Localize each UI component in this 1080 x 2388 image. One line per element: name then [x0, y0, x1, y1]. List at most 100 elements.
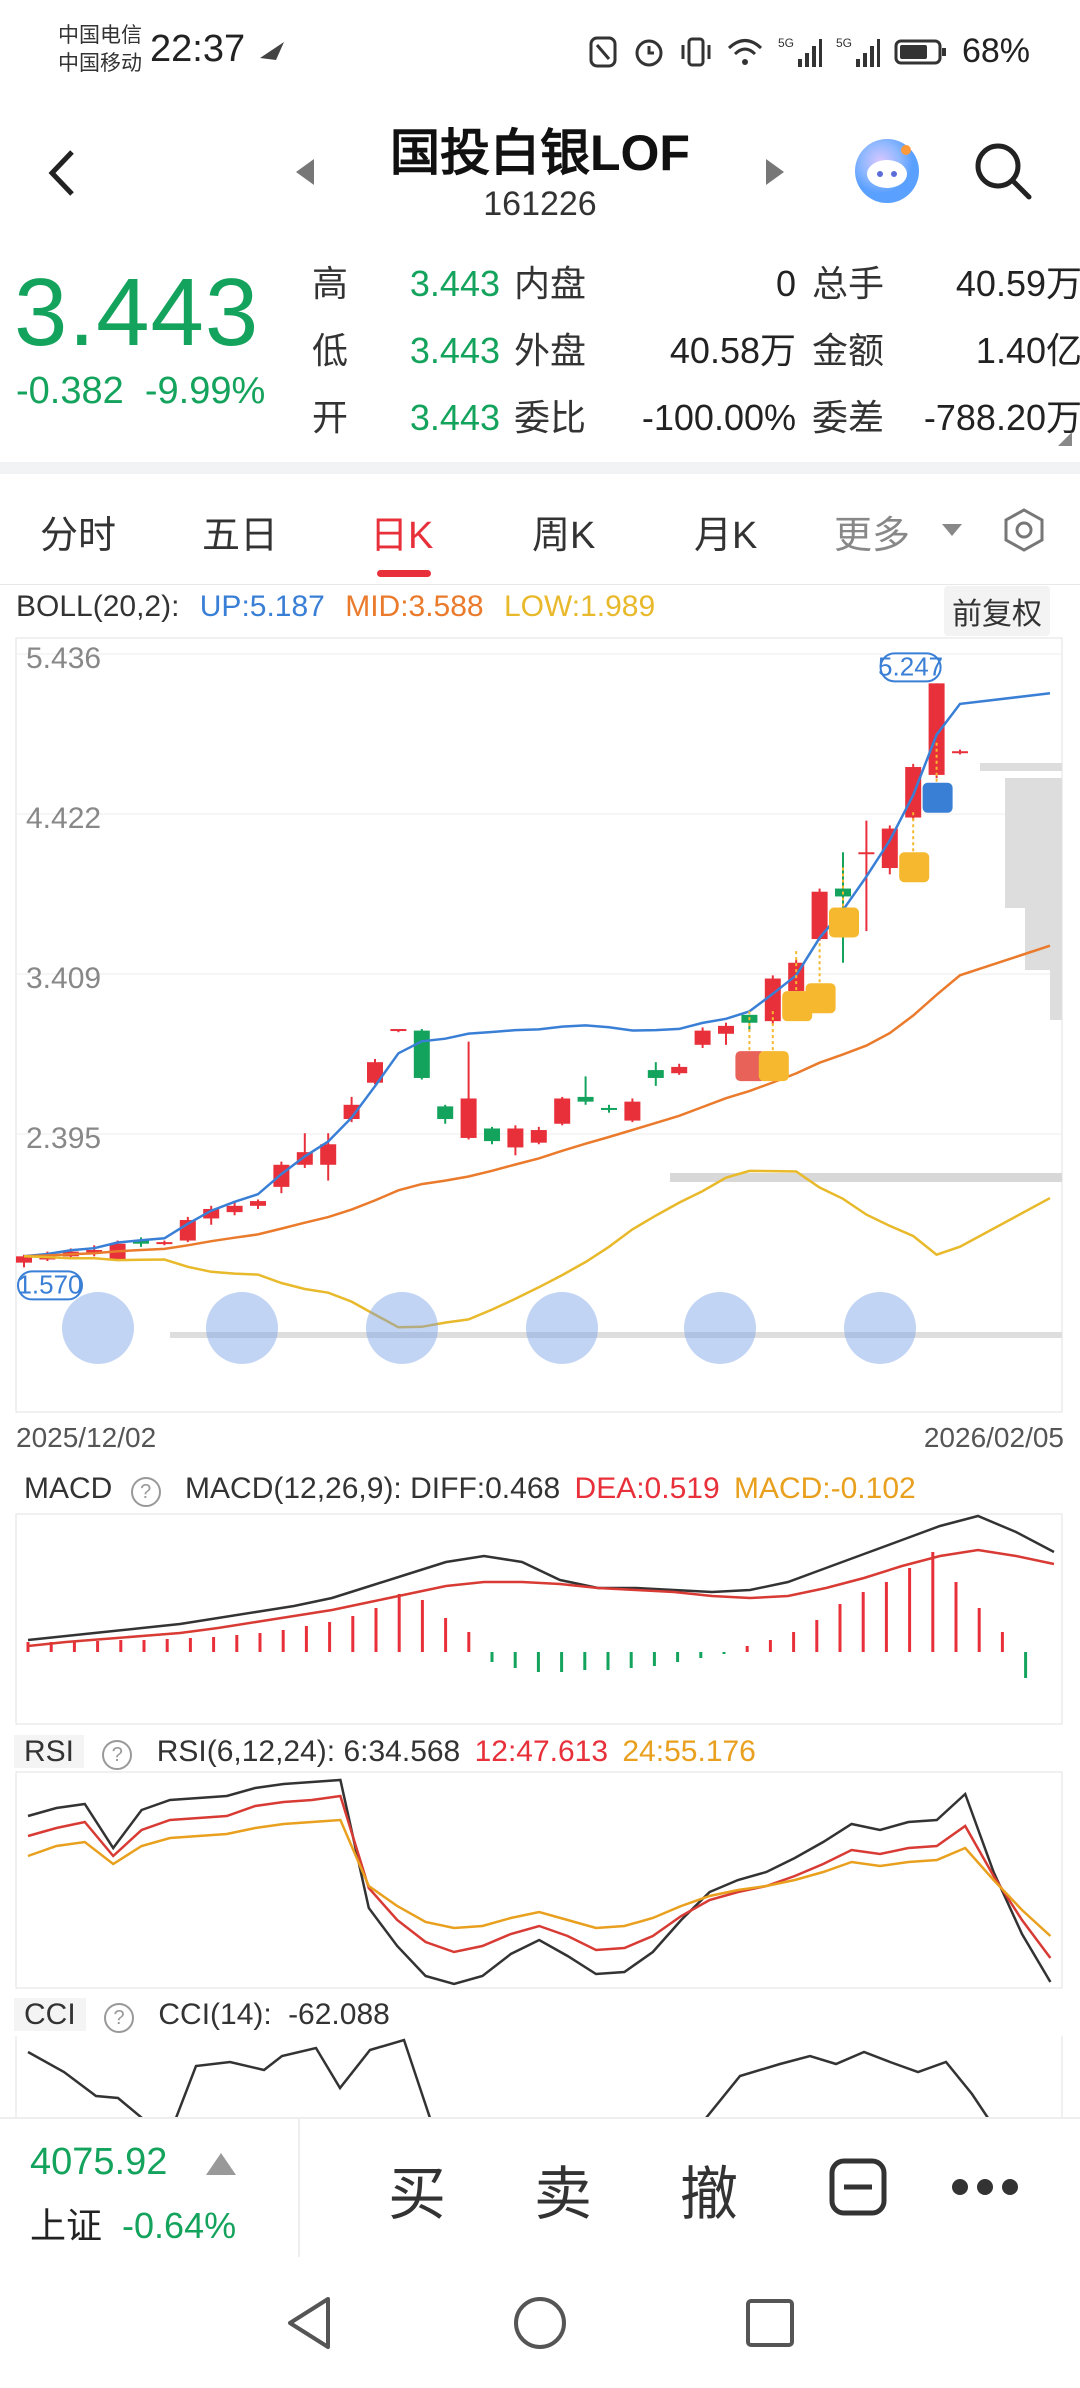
expand-corner-icon[interactable] [1056, 430, 1074, 448]
help-icon[interactable]: ? [130, 1477, 161, 1507]
y-tick-label: 2.395 [26, 1122, 101, 1155]
quote-label: 开 [312, 397, 349, 438]
macd-params: MACD(12,26,9): [185, 1472, 402, 1505]
cci-label: CCI [14, 1998, 86, 2031]
more-icon[interactable] [950, 2175, 1020, 2199]
macd-bar [72, 1641, 76, 1652]
nav-recents-icon[interactable] [744, 2297, 796, 2349]
cci-legend: CCI ? CCI(14): -62.088 [14, 1998, 390, 2033]
settings-hex-icon[interactable] [1000, 506, 1048, 554]
quote-label: 金额 [812, 330, 885, 371]
rsi-legend: RSI ? RSI(6,12,24): 6:34.568 12:47.613 2… [14, 1735, 1054, 1770]
quote-value: -788.20万 [923, 397, 1080, 438]
macd-bar [652, 1652, 656, 1666]
cci-chart[interactable] [0, 2036, 1080, 2117]
candle [694, 1030, 711, 1045]
macd-bar [351, 1616, 355, 1652]
trade-badge [758, 1051, 789, 1082]
volume-profile-bar [1050, 950, 1062, 1020]
status-time: 22:37 [150, 28, 246, 70]
adjust-toggle[interactable]: 前复权 [944, 586, 1050, 636]
rsi-chart[interactable] [0, 1770, 1080, 1990]
period-tabs: 分时 五日 日K 周K 月K 更多 [0, 474, 1080, 585]
macd-value: MACD:-0.102 [733, 1472, 916, 1505]
macd-bar [722, 1652, 726, 1654]
chart-control-button [684, 1292, 756, 1364]
send-icon [260, 42, 284, 60]
nav-back-icon[interactable] [284, 2295, 336, 2351]
macd-diff-line [27, 1514, 1055, 1642]
candle [952, 751, 968, 754]
candle [86, 1250, 103, 1254]
kline-chart[interactable]: 5.436 4.422 3.409 2.395 5.247 1.570 [0, 630, 1080, 1420]
rsi-params: RSI(6,12,24): [156, 1735, 336, 1768]
bottom-action-bar: 4075.92 上证 -0.64% 买 卖 撤 [0, 2117, 1080, 2257]
quote-value: 3.443 [409, 263, 500, 304]
quote-value: 3.443 [409, 397, 500, 438]
divider [298, 2119, 300, 2257]
macd-diff: DIFF:0.468 [410, 1472, 561, 1505]
boll-low: LOW:1.989 [503, 590, 656, 623]
candle [624, 1101, 641, 1121]
macd-bar [931, 1552, 935, 1652]
candle [460, 1098, 477, 1138]
macd-bar [304, 1626, 308, 1652]
candle [273, 1164, 290, 1187]
macd-bar [676, 1652, 680, 1662]
assistant-avatar-icon[interactable] [852, 136, 922, 206]
candle [577, 1096, 594, 1102]
candle [320, 1144, 337, 1165]
candle [250, 1201, 266, 1206]
macd-bar [1024, 1652, 1028, 1678]
chart-control-button [844, 1292, 916, 1364]
index-info[interactable]: 上证 -0.64% [30, 2197, 236, 2249]
macd-bar [1000, 1632, 1004, 1652]
tab-intraday[interactable]: 分时 [40, 515, 117, 557]
prev-stock-icon[interactable] [292, 157, 318, 187]
macd-legend: MACD ? MACD(12,26,9): DIFF:0.468 DEA:0.5… [24, 1472, 916, 1507]
vibrate-icon [681, 37, 711, 66]
rsi-12-line [27, 1794, 1052, 1959]
tab-daily-k[interactable]: 日K [370, 515, 434, 557]
buy-button[interactable]: 买 [388, 2162, 447, 2227]
cancel-order-button[interactable]: 撤 [680, 2162, 739, 2227]
tab-monthly-k[interactable]: 月K [694, 515, 758, 557]
help-icon[interactable]: ? [102, 1740, 133, 1770]
candle [928, 683, 945, 775]
position-icon[interactable] [828, 2157, 888, 2217]
next-stock-icon[interactable] [762, 157, 788, 187]
chart-frame [15, 1771, 1063, 1989]
macd-bar [328, 1622, 332, 1652]
macd-bar [142, 1640, 146, 1652]
quote-value: -100.00% [641, 397, 796, 438]
quote-label: 外盘 [514, 330, 587, 371]
nav-home-icon[interactable] [512, 2295, 568, 2351]
macd-bar [467, 1632, 471, 1652]
help-icon[interactable]: ? [104, 2003, 135, 2033]
back-icon[interactable] [44, 148, 80, 198]
macd-bar [49, 1642, 53, 1652]
macd-bar [444, 1618, 448, 1652]
chevron-down-icon[interactable] [940, 522, 964, 540]
candle [367, 1062, 383, 1083]
low-marker-box [17, 1270, 83, 1301]
cci-params: CCI(14): [158, 1998, 272, 2031]
quote-value: 0 [775, 263, 796, 304]
sell-button[interactable]: 卖 [534, 2162, 593, 2227]
low-marker-label: 1.570 [17, 1269, 82, 1299]
macd-bar [745, 1646, 749, 1652]
macd-bar [235, 1635, 239, 1652]
tab-more[interactable]: 更多 [834, 515, 911, 557]
index-value[interactable]: 4075.92 [30, 2141, 168, 2183]
search-icon[interactable] [972, 140, 1034, 202]
macd-chart[interactable] [0, 1512, 1080, 1727]
quote-label: 内盘 [514, 263, 587, 304]
candle [671, 1066, 688, 1074]
cci-value: -62.088 [288, 1998, 390, 2031]
price-change: -0.382 -9.99% [16, 370, 265, 413]
candle [718, 1025, 734, 1034]
tab-weekly-k[interactable]: 周K [532, 515, 596, 557]
macd-bar [699, 1652, 703, 1658]
divider [0, 462, 1080, 474]
tab-five-day[interactable]: 五日 [202, 515, 279, 557]
